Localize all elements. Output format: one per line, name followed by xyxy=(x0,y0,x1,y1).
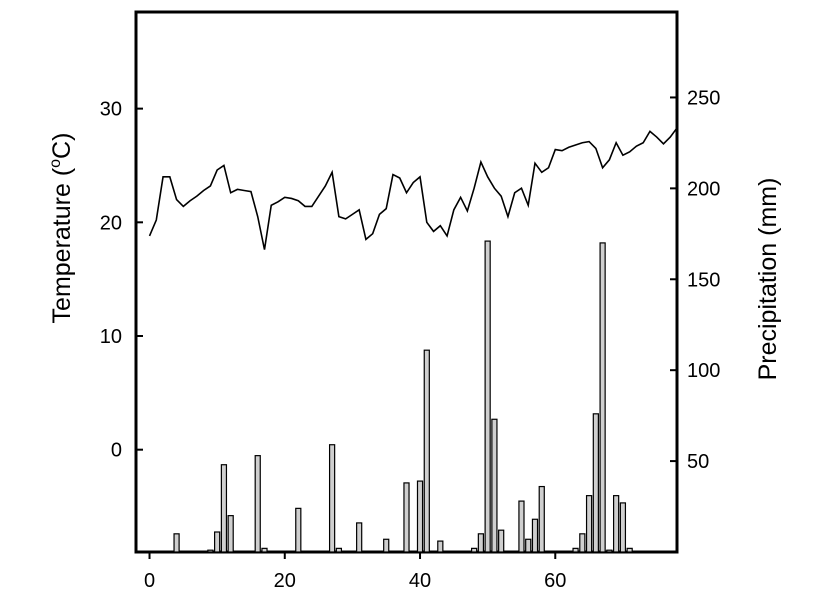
precipitation-bar xyxy=(470,547,478,553)
precipitation-bar xyxy=(525,538,532,553)
y-right-tick-label: 250 xyxy=(687,87,720,109)
precipitation-bar xyxy=(356,522,363,553)
y-right-tick-label: 50 xyxy=(687,451,709,473)
y-left-tick-label: 20 xyxy=(100,212,122,234)
precipitation-bar xyxy=(328,444,336,553)
precipitation-bar xyxy=(572,547,579,553)
y-axis-left-label-unit: C) xyxy=(48,133,76,159)
precipitation-bar xyxy=(423,349,430,553)
precipitation-bar xyxy=(437,540,444,553)
precipitation-bar xyxy=(261,547,268,553)
precipitation-bar xyxy=(491,418,498,553)
precipitation-bar xyxy=(403,482,410,553)
y-right-tick-label: 150 xyxy=(687,269,720,291)
y-right-tick-label: 100 xyxy=(687,360,720,382)
precipitation-bar xyxy=(173,533,180,553)
precipitation-bar xyxy=(592,413,599,553)
y-left-tick-label: 0 xyxy=(111,440,122,462)
precipitation-bar xyxy=(335,547,343,553)
precipitation-bar xyxy=(295,507,302,553)
y-left-tick-label: 10 xyxy=(100,326,122,348)
precipitation-bar xyxy=(518,500,525,553)
precipitation-bar xyxy=(606,549,613,553)
x-tick-label: 40 xyxy=(409,570,431,592)
precipitation-bar xyxy=(484,240,491,553)
precipitation-bar xyxy=(626,547,633,553)
precipitation-bar xyxy=(585,495,593,553)
temperature-line-group xyxy=(148,127,678,250)
temperature-line xyxy=(148,127,678,250)
x-tick-label: 20 xyxy=(274,570,296,592)
y-axis-left-label: Temperature (oC) xyxy=(47,133,76,324)
precipitation-bar xyxy=(619,502,627,553)
precipitation-bars xyxy=(173,240,633,553)
y-left-tick-label: 30 xyxy=(100,99,122,121)
y-axis-left-label-text: Temperature ( xyxy=(48,167,76,323)
precipitation-bar xyxy=(579,533,586,553)
precipitation-bar xyxy=(220,464,228,553)
precipitation-bar xyxy=(498,529,505,553)
precipitation-bar xyxy=(254,455,261,553)
precipitation-bar xyxy=(538,485,545,553)
ticks-group: 0 20 40 60 0 10 20 30 50 100 150 200 250 xyxy=(100,87,721,592)
precipitation-bar xyxy=(383,538,390,553)
precipitation-bar xyxy=(477,533,485,553)
precipitation-bar xyxy=(612,495,620,553)
y-axis-left-label-degree: o xyxy=(47,159,64,168)
precipitation-bar xyxy=(227,515,234,553)
precipitation-bar xyxy=(531,518,539,553)
precipitation-bar xyxy=(416,480,424,553)
precipitation-bar xyxy=(214,531,221,553)
x-tick-label: 0 xyxy=(144,570,155,592)
y-right-tick-label: 200 xyxy=(687,178,720,200)
precipitation-bar xyxy=(207,549,214,553)
y-axis-right-label: Precipitation (mm) xyxy=(754,178,782,381)
x-tick-label: 60 xyxy=(544,570,566,592)
precipitation-bar xyxy=(599,242,606,553)
